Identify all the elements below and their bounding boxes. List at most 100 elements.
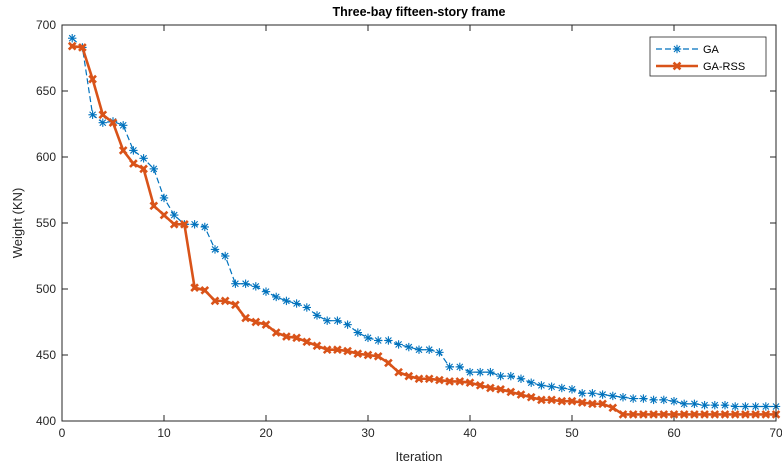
ga-data-point	[455, 362, 464, 372]
ga-rss-data-point	[700, 410, 709, 419]
ga-rss-data-point	[333, 345, 342, 355]
ga-data-point	[343, 320, 352, 329]
x-tick-label: 10	[157, 426, 171, 440]
ga-rss-data-point	[180, 220, 189, 229]
ga-data-point	[282, 296, 291, 306]
ga-rss-data-point	[577, 398, 587, 407]
ga-data-point	[720, 400, 730, 410]
ga-data-point	[557, 383, 566, 393]
ga-rss-data-point	[312, 341, 322, 351]
ga-rss-data-point	[67, 41, 77, 51]
ga-line	[71, 37, 776, 408]
ga-rss-data-point	[353, 349, 363, 358]
ga-rss-data-point	[547, 395, 556, 405]
ga-data-point	[629, 394, 638, 403]
legend-label-ga-rss: GA-RSS	[703, 61, 745, 73]
ga-data-point	[578, 389, 587, 398]
legend: GA GA-RSS	[649, 36, 767, 77]
ga-rss-data-point	[414, 374, 424, 384]
ga-rss-data-point	[761, 410, 771, 419]
ga-data-point	[639, 394, 648, 403]
y-tick-label: 650	[36, 84, 56, 98]
ga-rss-data-point	[241, 313, 250, 323]
ga-data-point	[68, 34, 77, 43]
ga-rss-data-point	[567, 396, 577, 406]
ga-rss-data-point	[149, 201, 159, 211]
ga-data-point	[221, 251, 230, 261]
x-tick-label: 20	[259, 426, 273, 440]
axes: 0 10 20 30 40 50 60 70 400 450 500 550 600 650 700	[36, 18, 782, 440]
ga-data-point	[210, 245, 220, 254]
y-axis-label: Weight (KN)	[10, 188, 25, 259]
y-tick-label: 550	[36, 216, 56, 230]
ga-data-point	[567, 385, 577, 394]
ga-rss-data-point	[282, 332, 291, 341]
series-layer	[67, 34, 781, 419]
ga-data-point	[435, 348, 444, 357]
legend-box	[649, 36, 767, 77]
ga-data-point	[680, 399, 689, 409]
ga-rss-data-point	[455, 377, 465, 386]
ga-rss-data-point	[710, 410, 720, 419]
ga-data-point	[710, 400, 719, 410]
ga-rss-data-point	[526, 392, 536, 402]
ga-rss-data-point	[669, 410, 679, 419]
ga-data-point	[425, 345, 434, 354]
ga-rss-data-point	[588, 399, 597, 409]
ga-rss-data-point	[129, 159, 138, 168]
ga-rss-data-point	[98, 110, 108, 120]
ga-data-point	[190, 220, 199, 229]
ga-rss-data-point	[302, 337, 312, 347]
ga-rss-data-point	[690, 410, 699, 419]
ga-data-point	[323, 316, 332, 325]
ga-rss-data-point	[445, 377, 454, 386]
ga-data-point	[159, 193, 169, 203]
ga-rss-data-point	[251, 317, 261, 327]
ga-data-point	[292, 299, 301, 308]
ga-rss-data-point	[598, 399, 607, 409]
ga-rss-data-point	[557, 396, 567, 406]
ga-rss-data-point	[118, 146, 128, 155]
ga-data-point	[251, 282, 260, 291]
ga-data-point	[476, 367, 485, 377]
ga-rss-data-point	[78, 43, 87, 52]
legend-marker-ga-rss	[672, 61, 682, 71]
ga-data-point	[231, 279, 240, 288]
ga-data-point	[496, 371, 505, 381]
ga-data-point	[669, 397, 679, 406]
x-axis-label: Iteration	[396, 449, 443, 464]
ga-data-point	[690, 399, 699, 409]
ga-rss-data-point	[271, 328, 281, 337]
ga-data-point	[353, 328, 362, 337]
ga-data-point	[649, 395, 658, 405]
ga-data-point	[659, 395, 668, 405]
ga-data-point	[751, 402, 760, 411]
ga-rss-data-point	[435, 375, 444, 385]
ga-data-point	[384, 336, 393, 345]
ga-data-point	[445, 362, 454, 372]
y-tick-label: 600	[36, 150, 56, 164]
ga-rss-data-point	[139, 164, 148, 174]
ga-data-point	[731, 402, 740, 411]
ga-data-point	[129, 146, 138, 155]
ga-rss-data-point	[486, 383, 495, 393]
ga-data-point	[516, 374, 526, 383]
ga-data-point	[547, 382, 556, 391]
ga-rss-data-point	[373, 352, 383, 361]
ga-data-point	[170, 210, 179, 220]
plot-frame	[61, 24, 777, 422]
ga-rss-data-point	[394, 367, 403, 377]
ga-data-point	[741, 402, 750, 411]
ga-data-point	[374, 336, 383, 345]
ga-rss-data-point	[384, 358, 393, 368]
ga-rss-data-point	[506, 387, 516, 397]
ga-rss-data-point	[751, 410, 760, 419]
ga-data-point	[312, 311, 322, 320]
ga-data-point	[394, 340, 403, 349]
series-ga-rss	[67, 41, 781, 419]
ga-data-point	[700, 400, 709, 410]
ga-rss-data-point	[159, 210, 169, 220]
ga-rss-data-point	[516, 390, 526, 399]
ga-data-point	[149, 164, 158, 174]
